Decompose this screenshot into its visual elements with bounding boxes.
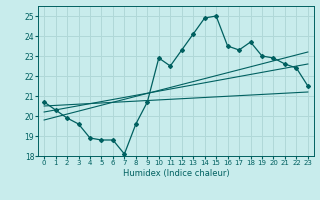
X-axis label: Humidex (Indice chaleur): Humidex (Indice chaleur) xyxy=(123,169,229,178)
